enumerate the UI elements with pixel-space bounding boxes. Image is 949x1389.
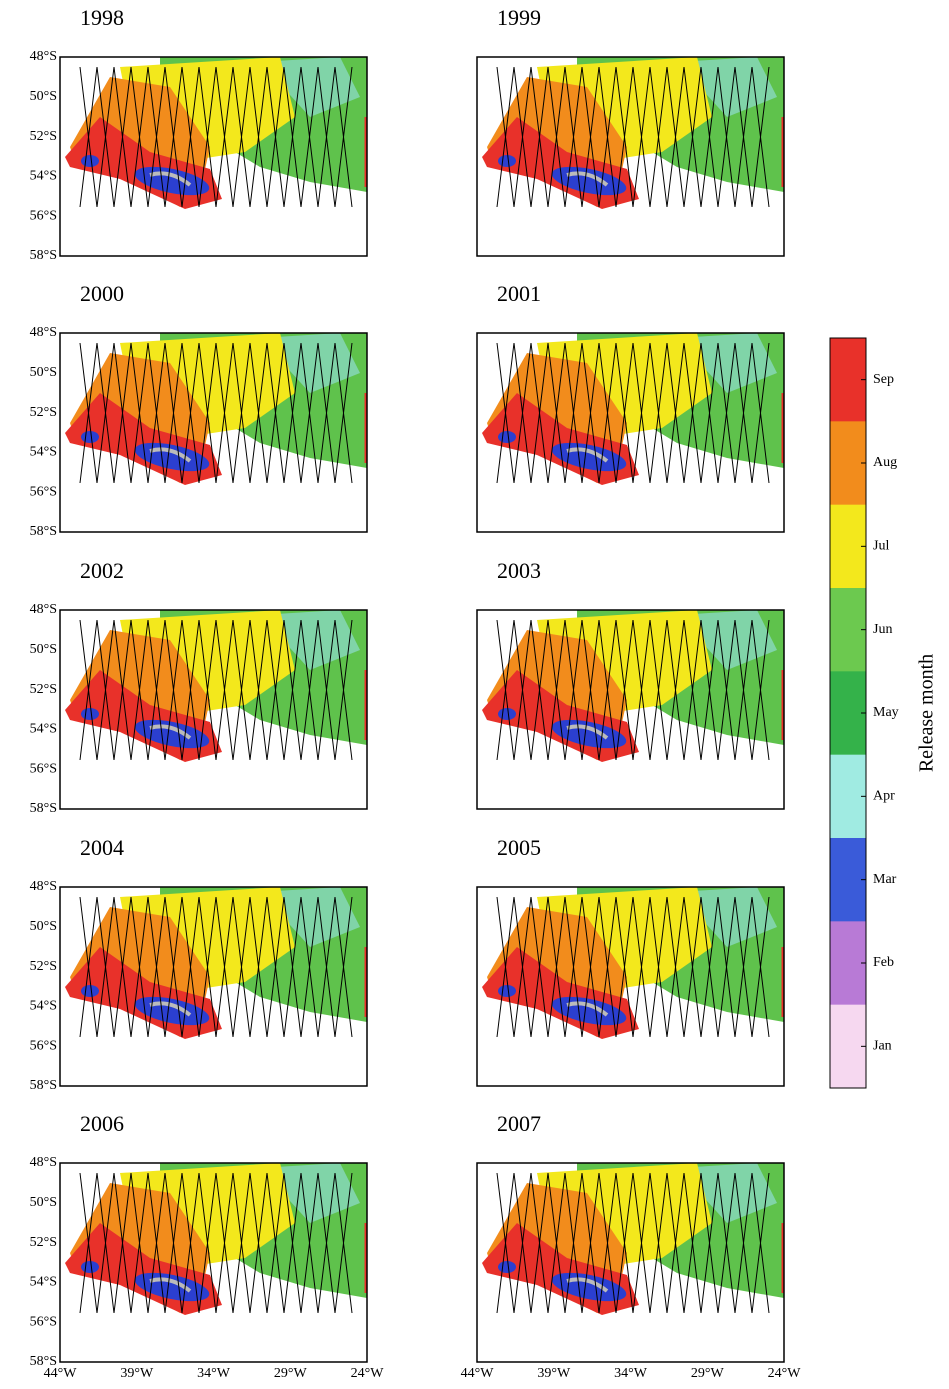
y-tick-label: 50°S xyxy=(30,919,57,934)
colorbar-swatch xyxy=(830,838,866,922)
panel-title: 2003 xyxy=(497,558,541,583)
colorbar-swatch xyxy=(830,921,866,1006)
colorbar-swatch xyxy=(830,421,866,506)
x-tick-label: 39°W xyxy=(537,1366,571,1381)
y-tick-label: 52°S xyxy=(30,682,57,697)
y-tick-label: 58°S xyxy=(30,524,57,539)
map-field xyxy=(63,1163,367,1317)
colorbar-swatch xyxy=(830,504,866,589)
y-tick-label: 58°S xyxy=(30,1354,57,1369)
map-frame xyxy=(476,886,785,1087)
y-tick-label: 50°S xyxy=(30,1195,57,1210)
map-field xyxy=(63,887,367,1041)
x-tick-label: 34°W xyxy=(614,1366,648,1381)
map-field xyxy=(480,610,784,764)
colorbar-swatch xyxy=(830,754,866,839)
y-tick-label: 54°S xyxy=(30,722,57,737)
colorbar-tick-label: Apr xyxy=(873,789,895,804)
panel-title: 1998 xyxy=(80,5,124,30)
y-tick-label: 56°S xyxy=(30,484,57,499)
y-tick-label: 52°S xyxy=(30,959,57,974)
y-tick-label: 54°S xyxy=(30,445,57,460)
map-field xyxy=(63,57,367,211)
y-tick-label: 48°S xyxy=(30,325,57,340)
map-frame xyxy=(476,56,785,257)
y-tick-label: 48°S xyxy=(30,879,57,894)
panel-title: 2004 xyxy=(80,835,124,860)
colorbar-label: Release month xyxy=(916,654,938,772)
y-tick-label: 50°S xyxy=(30,89,57,104)
colorbar-tick-label: Feb xyxy=(873,955,894,970)
x-tick-label: 39°W xyxy=(120,1366,154,1381)
y-tick-label: 52°S xyxy=(30,129,57,144)
y-tick-label: 52°S xyxy=(30,1235,57,1250)
panel-title: 2001 xyxy=(497,281,541,306)
map-frame xyxy=(59,56,368,257)
map-frame xyxy=(476,609,785,810)
colorbar-tick-label: Jun xyxy=(873,622,892,637)
panel-title: 2000 xyxy=(80,281,124,306)
panel-title: 1999 xyxy=(497,5,541,30)
colorbar-swatch xyxy=(830,671,866,756)
y-tick-label: 50°S xyxy=(30,365,57,380)
map-field xyxy=(480,1163,784,1317)
x-tick-label: 29°W xyxy=(691,1366,725,1381)
y-tick-label: 56°S xyxy=(30,1038,57,1053)
y-tick-label: 56°S xyxy=(30,208,57,223)
colorbar-tick-label: May xyxy=(873,705,899,720)
y-tick-label: 54°S xyxy=(30,999,57,1014)
map-field xyxy=(63,333,367,487)
colorbar-tick-label: Aug xyxy=(873,455,897,470)
y-tick-label: 56°S xyxy=(30,761,57,776)
x-tick-label: 24°W xyxy=(351,1366,385,1381)
y-tick-label: 58°S xyxy=(30,801,57,816)
map-frame xyxy=(476,332,785,533)
map-frame xyxy=(59,886,368,1087)
y-tick-label: 58°S xyxy=(30,1078,57,1093)
y-tick-label: 48°S xyxy=(30,602,57,617)
colorbar-tick-label: Jul xyxy=(873,539,889,554)
y-tick-label: 50°S xyxy=(30,642,57,657)
map-frame xyxy=(476,1162,785,1363)
y-tick-label: 58°S xyxy=(30,248,57,263)
y-tick-label: 54°S xyxy=(30,1275,57,1290)
colorbar-swatch xyxy=(830,1004,866,1089)
panel-title: 2002 xyxy=(80,558,124,583)
x-tick-label: 44°W xyxy=(461,1366,495,1381)
map-field xyxy=(63,610,367,764)
colorbar-swatch xyxy=(830,338,866,422)
colorbar-tick-label: Sep xyxy=(873,372,894,387)
y-tick-label: 54°S xyxy=(30,169,57,184)
x-tick-label: 24°W xyxy=(768,1366,802,1381)
colorbar-tick-label: Jan xyxy=(873,1039,892,1054)
y-tick-label: 56°S xyxy=(30,1314,57,1329)
y-tick-label: 52°S xyxy=(30,405,57,420)
y-tick-label: 48°S xyxy=(30,1155,57,1170)
panel-title: 2006 xyxy=(80,1111,124,1136)
colorbar-swatch xyxy=(830,588,866,672)
panel-title: 2007 xyxy=(497,1111,541,1136)
y-tick-label: 48°S xyxy=(30,49,57,64)
colorbar-frame xyxy=(829,337,867,1089)
x-tick-label: 29°W xyxy=(274,1366,308,1381)
map-frame xyxy=(59,609,368,810)
map-frame xyxy=(59,1162,368,1363)
x-tick-label: 34°W xyxy=(197,1366,231,1381)
panel-title: 2005 xyxy=(497,835,541,860)
x-tick-label: 44°W xyxy=(44,1366,78,1381)
colorbar-tick-label: Mar xyxy=(873,872,897,887)
map-field xyxy=(480,887,784,1041)
map-field xyxy=(480,333,784,487)
map-field xyxy=(480,57,784,211)
map-frame xyxy=(59,332,368,533)
